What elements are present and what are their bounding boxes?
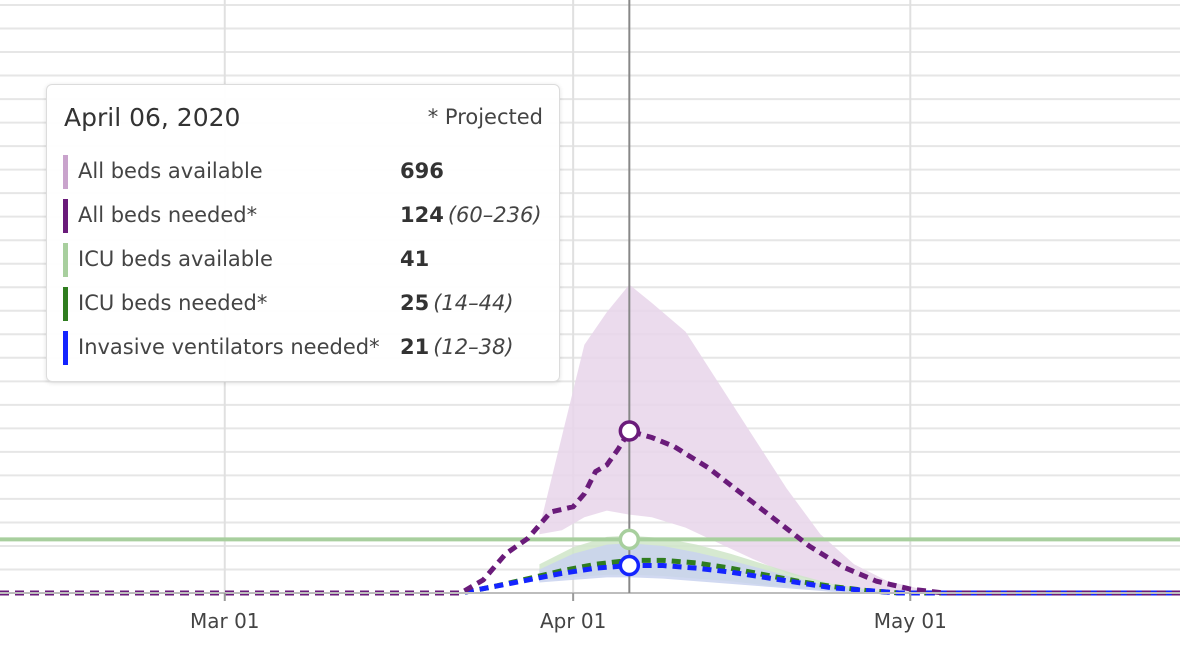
tooltip-row-icu-beds-available: ICU beds available 41 — [63, 243, 553, 277]
legend-swatch-icu-beds-needed — [63, 287, 68, 321]
tooltip-label: ICU beds needed* — [78, 291, 268, 315]
band-all-beds-needed- — [539, 284, 956, 593]
tooltip-row-icu-beds-needed: ICU beds needed* 25 (14–44) — [63, 287, 553, 321]
tooltip-label: All beds needed* — [78, 203, 258, 227]
tooltip-row-all-beds-available: All beds available 696 — [63, 155, 553, 189]
tooltip-value: 25 (14–44) — [400, 291, 514, 315]
legend-swatch-icu-beds-available — [63, 243, 68, 277]
tooltip-date: April 06, 2020 — [64, 103, 241, 132]
x-axis: Mar 01 Apr 01 May 01 — [0, 592, 1180, 633]
hover-tooltip: April 06, 2020 * Projected All beds avai… — [46, 84, 560, 382]
line-invasive-ventilators-needed- — [0, 563, 1180, 596]
marker-ventilators-needed — [618, 554, 641, 577]
tooltip-label: ICU beds available — [78, 247, 273, 271]
legend-swatch-all-beds-available — [63, 155, 68, 189]
marker-icu-beds-available — [618, 528, 641, 551]
legend-swatch-all-beds-needed — [63, 199, 68, 233]
tooltip-label: All beds available — [78, 159, 263, 183]
tooltip-row-all-beds-needed: All beds needed* 124 (60–236) — [63, 199, 553, 233]
x-tick-label: Mar 01 — [190, 609, 260, 633]
x-tick-label: May 01 — [874, 609, 947, 633]
tooltip-row-ventilators-needed: Invasive ventilators needed* 21 (12–38) — [63, 331, 553, 365]
hover-cursor[interactable] — [618, 0, 641, 593]
projected-note: * Projected — [427, 105, 543, 129]
tooltip-value: 124 (60–236) — [400, 203, 542, 227]
tooltip-label: Invasive ventilators needed* — [78, 335, 380, 359]
series-lines — [0, 428, 1180, 596]
tooltip-value: 696 — [400, 159, 444, 183]
marker-all-beds-needed — [618, 420, 641, 442]
tooltip-value: 21 (12–38) — [400, 335, 514, 359]
tooltip-value: 41 — [400, 247, 430, 271]
x-tick-label: Apr 01 — [540, 609, 606, 633]
legend-swatch-ventilators-needed — [63, 331, 68, 365]
